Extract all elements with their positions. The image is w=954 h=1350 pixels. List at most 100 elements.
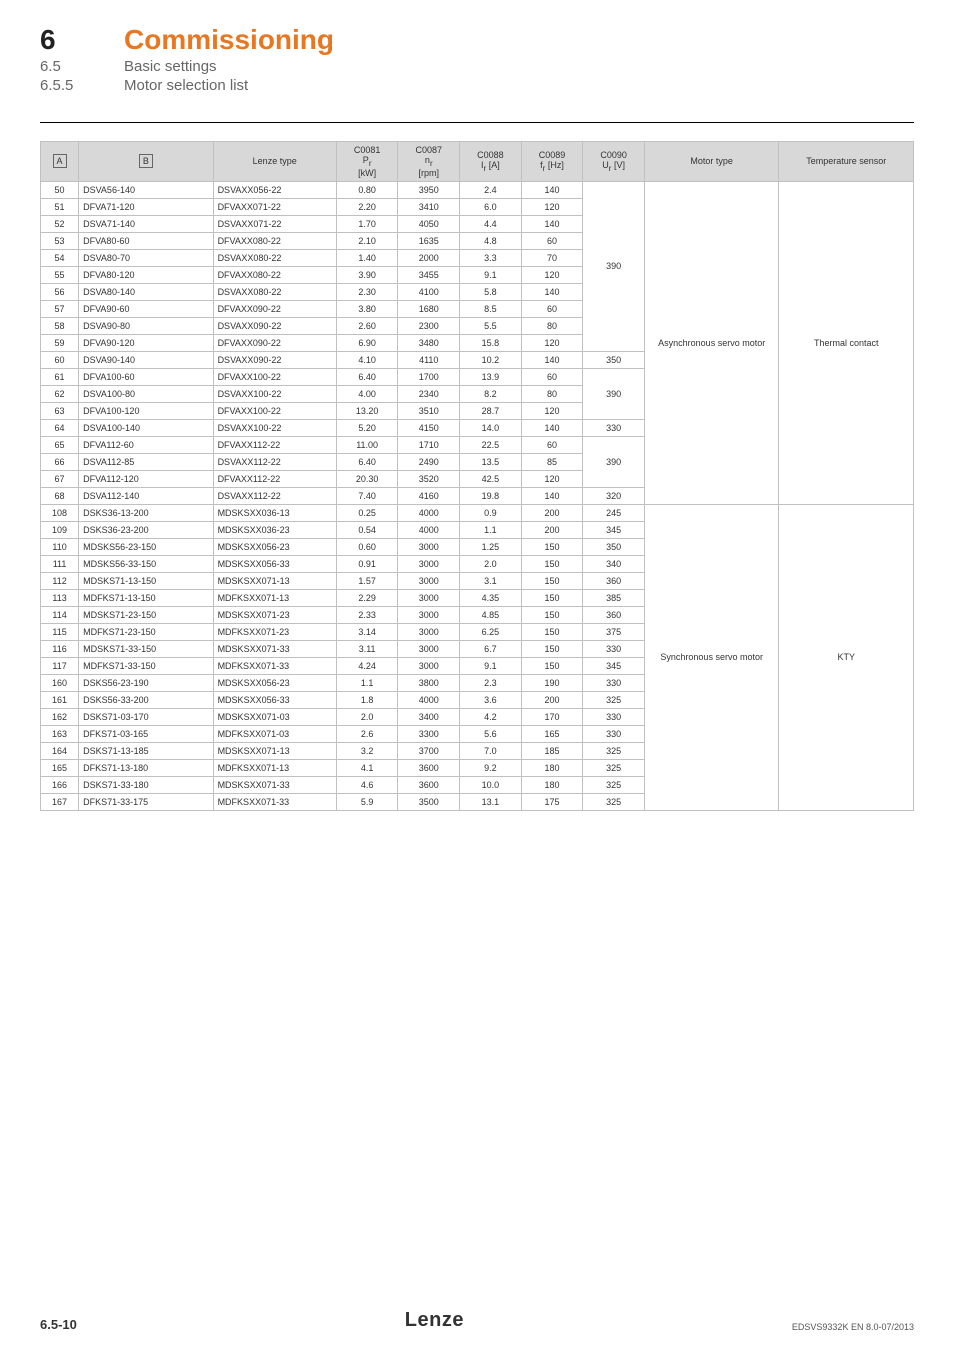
table-cell: 3700 [398, 742, 460, 759]
table-cell: DSVAXX090-22 [213, 351, 336, 368]
table-cell: 8.5 [460, 300, 522, 317]
table-cell: 4000 [398, 504, 460, 521]
c0090-cell: 345 [583, 521, 645, 538]
table-cell: DFVA80-120 [79, 266, 213, 283]
table-cell: DSVA71-140 [79, 215, 213, 232]
table-cell: DFVAXX080-22 [213, 266, 336, 283]
table-cell: 1635 [398, 232, 460, 249]
table-cell: DFVA100-120 [79, 402, 213, 419]
table-cell: DSKS36-13-200 [79, 504, 213, 521]
col-motor-type-header: Motor type [644, 142, 778, 182]
table-cell: DSVAXX080-22 [213, 249, 336, 266]
table-cell: 53 [41, 232, 79, 249]
table-cell: 4160 [398, 487, 460, 504]
table-cell: MDFKSXX071-03 [213, 725, 336, 742]
table-cell: DFVA90-60 [79, 300, 213, 317]
table-cell: 6.90 [336, 334, 398, 351]
table-cell: 3.1 [460, 572, 522, 589]
table-cell: 0.25 [336, 504, 398, 521]
table-cell: 5.5 [460, 317, 522, 334]
table-cell: 3300 [398, 725, 460, 742]
table-cell: 180 [521, 776, 583, 793]
table-cell: 4.1 [336, 759, 398, 776]
table-cell: 2.6 [336, 725, 398, 742]
table-cell: 13.1 [460, 793, 522, 810]
col-temp-sensor-header: Temperature sensor [779, 142, 914, 182]
table-cell: 4.4 [460, 215, 522, 232]
table-cell: 120 [521, 470, 583, 487]
temp-sensor-cell: KTY [779, 504, 914, 810]
c0090-cell: 350 [583, 351, 645, 368]
c0087-code: C0087 [416, 145, 443, 155]
c0090-cell: 325 [583, 793, 645, 810]
table-cell: 4000 [398, 521, 460, 538]
table-cell: DFKS71-03-165 [79, 725, 213, 742]
table-cell: 120 [521, 402, 583, 419]
table-cell: 140 [521, 215, 583, 232]
table-cell: DFVA100-60 [79, 368, 213, 385]
table-cell: 20.30 [336, 470, 398, 487]
table-cell: 120 [521, 266, 583, 283]
table-cell: 165 [521, 725, 583, 742]
table-cell: 62 [41, 385, 79, 402]
table-cell: 80 [521, 317, 583, 334]
table-cell: MDFKS71-23-150 [79, 623, 213, 640]
table-cell: 7.0 [460, 742, 522, 759]
table-cell: DFVA112-60 [79, 436, 213, 453]
table-cell: 4.8 [460, 232, 522, 249]
table-cell: DSVA112-140 [79, 487, 213, 504]
table-cell: MDSKSXX071-13 [213, 742, 336, 759]
table-cell: 59 [41, 334, 79, 351]
table-cell: 6.25 [460, 623, 522, 640]
table-cell: 3.11 [336, 640, 398, 657]
table-cell: 14.0 [460, 419, 522, 436]
table-cell: 185 [521, 742, 583, 759]
table-cell: 1.1 [336, 674, 398, 691]
table-cell: 3500 [398, 793, 460, 810]
table-cell: DSVA80-140 [79, 283, 213, 300]
subsection-number: 6.5.5 [40, 77, 73, 94]
table-cell: 28.7 [460, 402, 522, 419]
table-cell: 6.7 [460, 640, 522, 657]
table-cell: 63 [41, 402, 79, 419]
table-cell: 150 [521, 623, 583, 640]
table-cell: 2490 [398, 453, 460, 470]
table-cell: MDSKS71-33-150 [79, 640, 213, 657]
c0090-cell: 375 [583, 623, 645, 640]
table-cell: 150 [521, 657, 583, 674]
table-cell: 3510 [398, 402, 460, 419]
table-cell: 114 [41, 606, 79, 623]
c0088-code: C0088 [477, 150, 504, 160]
table-cell: 150 [521, 640, 583, 657]
table-cell: 60 [521, 232, 583, 249]
table-cell: 5.8 [460, 283, 522, 300]
table-cell: 52 [41, 215, 79, 232]
table-cell: 6.40 [336, 368, 398, 385]
motor-type-cell: Synchronous servo motor [644, 504, 778, 810]
heading-titles: Commissioning Basic settings Motor selec… [124, 24, 334, 94]
c0090-cell: 325 [583, 691, 645, 708]
c0090-cell: 325 [583, 742, 645, 759]
table-cell: 60 [521, 368, 583, 385]
table-cell: DFVAXX112-22 [213, 436, 336, 453]
table-cell: MDSKSXX071-13 [213, 572, 336, 589]
table-cell: 60 [521, 436, 583, 453]
table-cell: 2.0 [336, 708, 398, 725]
table-cell: MDSKS71-23-150 [79, 606, 213, 623]
subsection-title: Motor selection list [124, 77, 334, 94]
table-header: A B Lenze type C0081 Pr [kW] C0087 nr [r… [41, 142, 914, 182]
table-cell: 109 [41, 521, 79, 538]
col-c0089-header: C0089 fr [Hz] [521, 142, 583, 182]
table-cell: 2.30 [336, 283, 398, 300]
table-cell: 150 [521, 606, 583, 623]
table-cell: 120 [521, 198, 583, 215]
c0090-cell: 385 [583, 589, 645, 606]
table-cell: 3410 [398, 198, 460, 215]
table-cell: 3600 [398, 759, 460, 776]
table-cell: 2000 [398, 249, 460, 266]
table-cell: DSKS71-13-185 [79, 742, 213, 759]
table-cell: MDSKSXX056-23 [213, 538, 336, 555]
table-cell: DFVAXX100-22 [213, 368, 336, 385]
c0090-cell: 360 [583, 572, 645, 589]
table-cell: DSVA90-140 [79, 351, 213, 368]
